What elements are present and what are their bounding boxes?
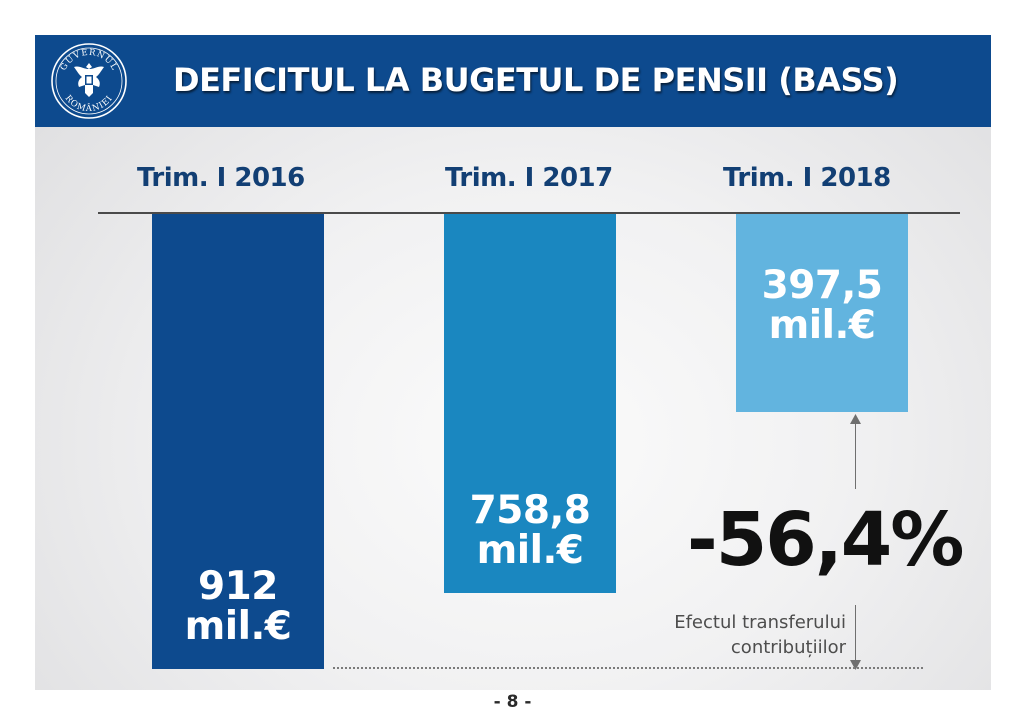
reference-dotted-line: [333, 667, 923, 669]
transfer-effect-note-line1: Efectul transferului: [674, 612, 846, 633]
bar-value-2016: 912: [198, 564, 278, 609]
bar-value-2017: 758,8: [469, 488, 591, 533]
arrow-up-icon: [850, 414, 861, 424]
bar-unit-2018: mil.€: [768, 303, 876, 348]
header-banner: GUVERNUL ROMÂNIEI DEFICITUL LA BUGETUL D…: [35, 35, 991, 127]
bar-value-label-2017: 758,8 mil.€: [444, 491, 616, 571]
government-emblem-icon: GUVERNUL ROMÂNIEI: [51, 43, 127, 119]
bar-value-label-2018: 397,5 mil.€: [736, 266, 908, 346]
category-label-2018: Trim. I 2018: [723, 163, 891, 193]
change-arrow-line-top: [855, 417, 856, 489]
page-title: DEFICITUL LA BUGETUL DE PENSII (BASS): [173, 61, 899, 99]
bar-unit-2017: mil.€: [476, 528, 584, 573]
bar-2016: 912 mil.€: [152, 214, 324, 669]
transfer-effect-note-line2: contribuțiilor: [730, 637, 846, 658]
category-label-2017: Trim. I 2017: [445, 163, 613, 193]
transfer-effect-note: Efectul transferului contribuțiilor: [620, 610, 846, 660]
slide: GUVERNUL ROMÂNIEI DEFICITUL LA BUGETUL D…: [35, 35, 991, 690]
category-label-2016: Trim. I 2016: [137, 163, 305, 193]
change-arrow-line-bottom: [855, 605, 856, 661]
page-number: - 8 -: [493, 692, 532, 712]
percent-change-annotation: -56,4%: [687, 497, 964, 583]
bar-value-label-2016: 912 mil.€: [152, 567, 324, 647]
arrow-down-icon: [850, 660, 861, 670]
bar-2018: 397,5 mil.€: [736, 214, 908, 412]
bar-unit-2016: mil.€: [184, 604, 292, 649]
chart-baseline: [98, 212, 960, 214]
bar-2017: 758,8 mil.€: [444, 214, 616, 593]
bar-value-2018: 397,5: [761, 263, 883, 308]
